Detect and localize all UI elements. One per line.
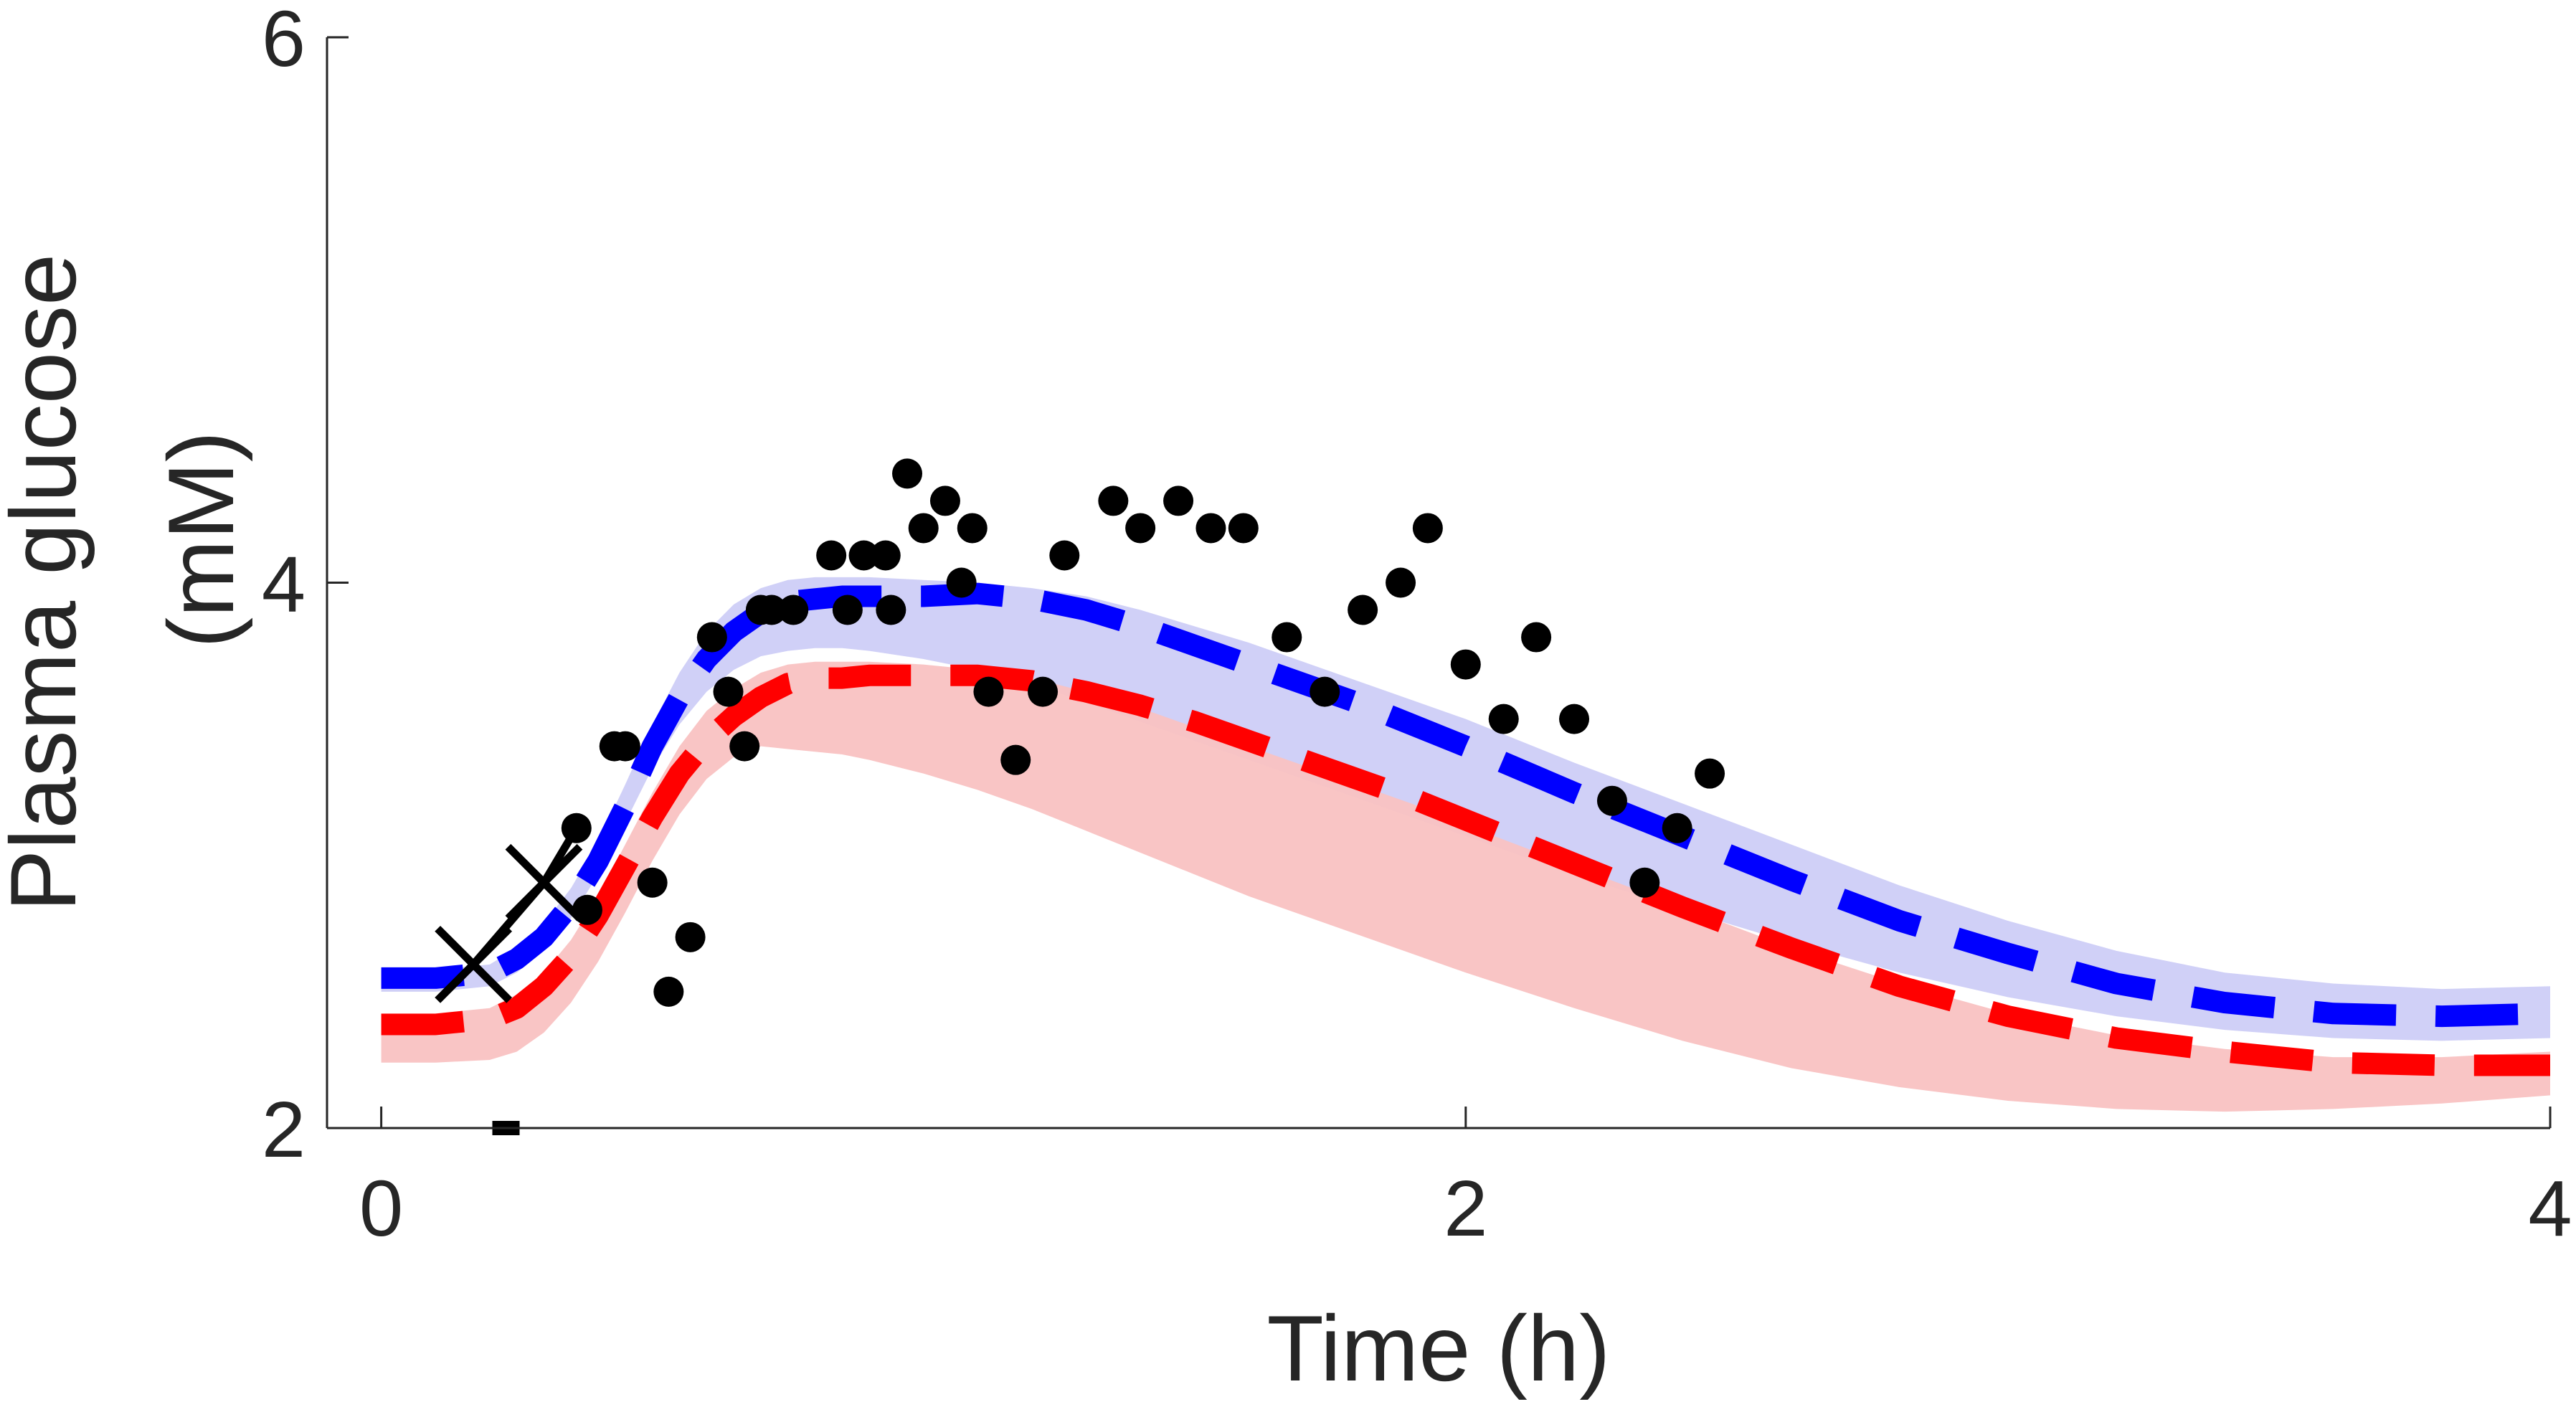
y-axis-label-line2: (mM) <box>148 431 253 648</box>
data-point <box>696 622 727 653</box>
blue-model-line <box>381 582 2551 1028</box>
x-tick-label: 2 <box>1444 1165 1487 1253</box>
y-tick-label: 4 <box>262 541 306 629</box>
data-point <box>1488 704 1519 734</box>
data-point <box>1450 649 1481 680</box>
data-point <box>1348 595 1378 625</box>
data-point <box>870 540 901 571</box>
y-axis-label-line1: Plasma glucose <box>0 254 95 912</box>
axes <box>326 36 2552 1129</box>
data-point <box>1049 540 1080 571</box>
data-point <box>713 676 744 707</box>
data-point <box>946 567 977 598</box>
model-lines <box>381 582 2551 1076</box>
red-confidence-band <box>381 661 2550 1112</box>
data-point <box>1310 676 1340 707</box>
data-point <box>908 513 939 544</box>
data-point <box>1195 513 1226 544</box>
data-point <box>637 867 668 898</box>
data-point <box>973 676 1004 707</box>
data-point <box>1098 486 1129 516</box>
data-point <box>1521 622 1552 653</box>
data-point <box>1125 513 1156 544</box>
red-model-line <box>381 664 2550 1076</box>
data-point <box>1629 867 1660 898</box>
data-point <box>729 731 760 762</box>
data-point <box>816 540 847 571</box>
x-axis-label: Time (h) <box>1266 1296 1610 1401</box>
data-point <box>757 595 787 625</box>
data-point <box>1000 744 1031 775</box>
data-point <box>1662 813 1692 843</box>
data-point <box>778 595 809 625</box>
data-point <box>832 595 863 625</box>
data-point <box>1228 513 1259 544</box>
axis-labels: Time (h) Plasma glucose (mM) <box>0 254 1611 1401</box>
data-point <box>610 731 640 762</box>
data-point <box>892 458 923 489</box>
highlighted-points <box>435 825 583 1135</box>
data-point <box>675 922 706 952</box>
data-point <box>876 595 906 625</box>
highlight-connector <box>540 825 580 885</box>
data-point <box>1028 676 1059 707</box>
data-point <box>1596 785 1627 816</box>
data-point <box>1386 567 1416 598</box>
data-point <box>929 486 960 516</box>
data-point <box>848 540 879 571</box>
data-point <box>1272 622 1302 653</box>
data-point <box>1412 513 1443 544</box>
data-point <box>1559 704 1590 734</box>
y-tick-label: 2 <box>262 1086 306 1174</box>
x-tick-label: 4 <box>2528 1165 2572 1253</box>
y-tick-label: 6 <box>262 0 306 83</box>
data-point <box>1163 486 1194 516</box>
highlight-connector <box>470 880 547 967</box>
data-point <box>957 513 988 544</box>
data-point <box>653 976 684 1007</box>
data-point <box>1695 758 1725 789</box>
data-points <box>561 458 1725 1007</box>
x-tick-label: 0 <box>359 1165 403 1253</box>
